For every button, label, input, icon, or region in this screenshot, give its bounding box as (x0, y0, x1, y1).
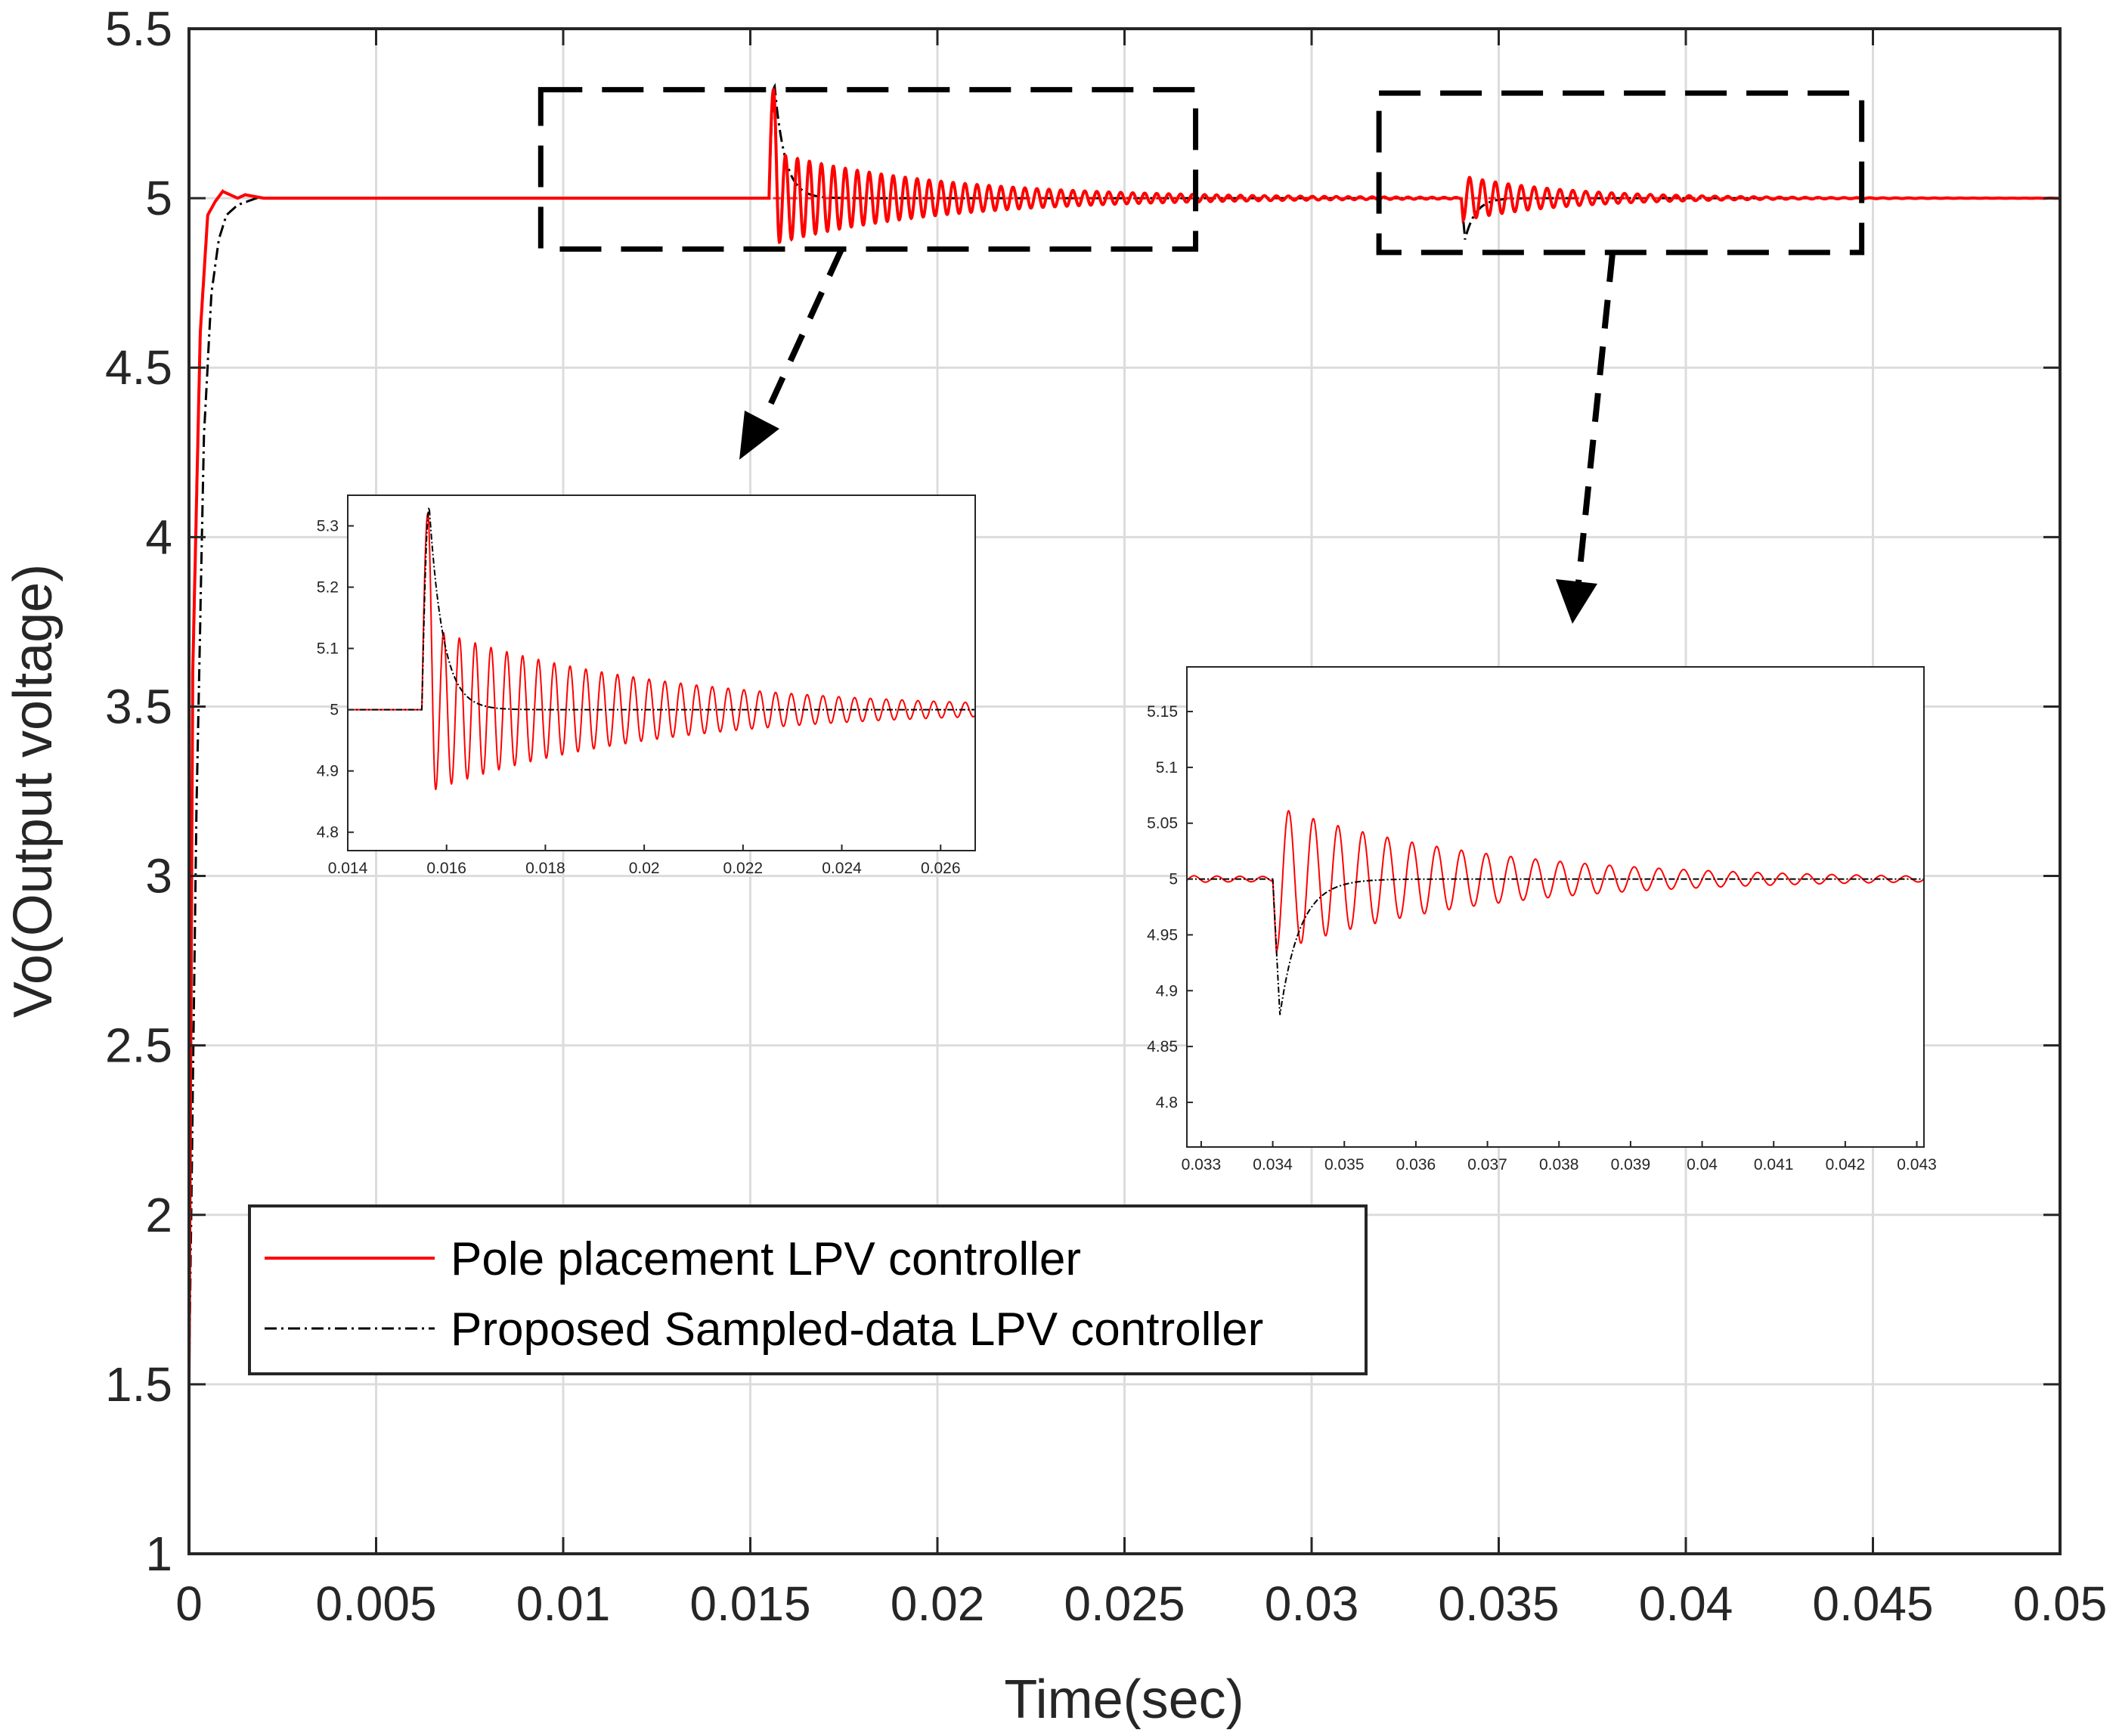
series-line-pole-placement (187, 88, 2061, 1384)
inset-x-tick-label: 0.033 (1182, 1156, 1222, 1173)
x-tick-label: 0.045 (1812, 1576, 1933, 1631)
x-tick-label: 0.02 (891, 1576, 985, 1631)
x-tick-label: 0.04 (1639, 1576, 1733, 1631)
x-tick-label: 0.05 (2013, 1576, 2108, 1631)
x-tick-label: 0 (175, 1576, 203, 1631)
legend-box (248, 1204, 1368, 1375)
inset-y-tick-label: 5.05 (1147, 815, 1178, 832)
x-tick-label: 0.035 (1438, 1576, 1559, 1631)
inset-y-tick-label: 5 (330, 702, 339, 719)
zoom-box-1 (537, 87, 1199, 252)
inset-x-tick-label: 0.018 (525, 860, 565, 877)
legend-label-sampled-data: Proposed Sampled-data LPV controller (451, 1304, 1263, 1356)
inset-2-series (1186, 810, 1925, 1015)
inset-x-tick-label: 0.026 (921, 860, 961, 877)
inset-y-tick-label: 4.8 (1156, 1094, 1178, 1111)
inset-x-tick-label: 0.042 (1826, 1156, 1866, 1173)
inset-series-sampled-data (348, 505, 975, 711)
inset-x-tick-label: 0.024 (822, 860, 862, 877)
y-tick-label: 2.5 (105, 1018, 172, 1073)
y-tick-label: 3.5 (105, 679, 172, 733)
inset-y-tick-label: 5.2 (317, 579, 339, 597)
y-tick-label: 4.5 (105, 340, 172, 395)
inset-x-tick-label: 0.043 (1897, 1156, 1937, 1173)
legend: Pole placement LPV controller Proposed S… (248, 1204, 1368, 1375)
y-tick-label: 5.5 (105, 2, 172, 56)
inset-1-frame (347, 494, 976, 851)
inset-x-tick-label: 0.02 (629, 860, 660, 877)
inset-x-tick-label: 0.041 (1754, 1156, 1794, 1173)
inset-y-tick-label: 5.1 (317, 640, 339, 658)
x-tick-label: 0.025 (1064, 1576, 1185, 1631)
zoom-boxes (537, 87, 1865, 256)
inset-2: 0.033 0.034 0.035 0.036 0.037 0.038 0.039 0.04 0… (1147, 666, 1937, 1173)
inset-x-tick-label: 0.016 (426, 860, 466, 877)
inset-y-tick-label: 4.95 (1147, 926, 1178, 944)
y-tick-label: 4 (145, 510, 172, 564)
inset-x-tick-label: 0.035 (1324, 1156, 1365, 1173)
y-tick-label: 2 (145, 1188, 172, 1242)
inset-1-series (348, 505, 976, 791)
x-tick-label: 0.03 (1265, 1576, 1359, 1631)
inset-y-tick-label: 4.8 (317, 824, 339, 842)
zoom-box-2 (1376, 90, 1865, 256)
inset-y-tick-label: 4.9 (317, 763, 339, 780)
x-axis-label: Time(sec) (1004, 1669, 1244, 1730)
y-tick-label: 1.5 (105, 1357, 172, 1412)
inset-series-pole-placement (348, 513, 976, 791)
inset-x-tick-label: 0.022 (723, 860, 764, 877)
inset-2-ticks: 0.033 0.034 0.035 0.036 0.037 0.038 0.039 0.04 0… (1147, 703, 1937, 1173)
inset-x-tick-label: 0.034 (1253, 1156, 1293, 1173)
inset-1-ticks: 0.014 0.016 0.018 0.02 0.022 0.024 0.026 4.8 4.9… (317, 518, 961, 877)
arrow-2-shaft (1575, 253, 1616, 583)
inset-series-sampled-data (1187, 878, 1924, 1015)
inset-series-pole-placement (1186, 810, 1925, 953)
x-tick-label: 0.005 (315, 1576, 436, 1631)
x-tick-label: 0.01 (516, 1576, 611, 1631)
inset-y-tick-label: 5.15 (1147, 703, 1178, 721)
arrow-2-head (1556, 579, 1597, 624)
inset-x-tick-label: 0.039 (1611, 1156, 1651, 1173)
y-axis-label: Vo(Output voltage) (3, 564, 64, 1018)
arrow-1-shaft (761, 248, 844, 421)
inset-y-tick-label: 5 (1169, 871, 1178, 888)
legend-label-pole-placement: Pole placement LPV controller (451, 1233, 1081, 1285)
inset-x-tick-label: 0.037 (1467, 1156, 1507, 1173)
inset-y-tick-label: 4.9 (1156, 982, 1178, 1000)
inset-y-tick-label: 4.85 (1147, 1038, 1178, 1056)
inset-y-tick-label: 5.1 (1156, 759, 1178, 777)
callout-arrows (739, 248, 1616, 624)
inset-2-frame (1186, 666, 1925, 1148)
inset-x-tick-label: 0.036 (1396, 1156, 1436, 1173)
inset-y-tick-label: 5.3 (317, 518, 339, 535)
main-ticks: 0 0.005 0.01 0.015 0.02 0.025 0.03 0.035 0.04 0.0… (105, 2, 2107, 1631)
y-tick-label: 5 (145, 171, 172, 225)
x-tick-label: 0.015 (689, 1576, 810, 1631)
inset-x-tick-label: 0.014 (328, 860, 368, 877)
y-tick-label: 3 (145, 849, 172, 904)
inset-1: 0.014 0.016 0.018 0.02 0.022 0.024 0.026 4.8 4.9… (317, 494, 976, 877)
y-tick-label: 1 (145, 1527, 172, 1581)
inset-x-tick-label: 0.04 (1687, 1156, 1718, 1173)
main-series (187, 82, 2061, 1384)
arrow-1-head (739, 411, 779, 460)
inset-x-tick-label: 0.038 (1539, 1156, 1579, 1173)
